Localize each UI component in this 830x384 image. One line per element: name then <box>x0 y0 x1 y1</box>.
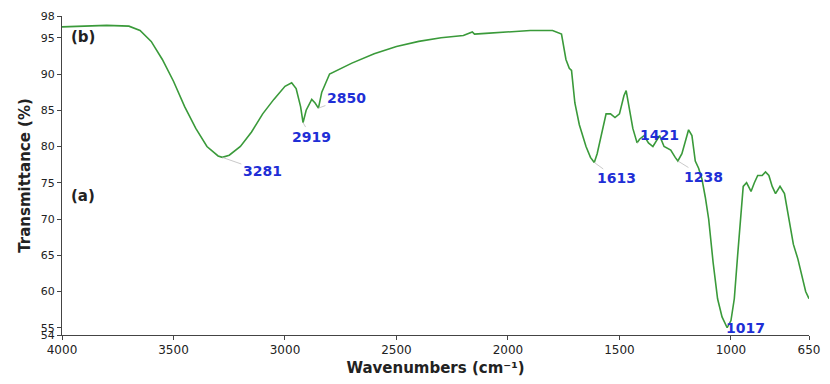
svg-text:55: 55 <box>41 322 55 335</box>
svg-text:2850: 2850 <box>327 90 366 106</box>
svg-text:Transmittance (%): Transmittance (%) <box>16 98 34 253</box>
svg-text:95: 95 <box>41 32 55 45</box>
svg-text:3000: 3000 <box>270 343 301 357</box>
svg-text:75: 75 <box>41 177 55 190</box>
svg-text:1017: 1017 <box>726 320 765 336</box>
svg-text:65: 65 <box>41 249 55 262</box>
svg-text:1500: 1500 <box>604 343 635 357</box>
svg-text:1421: 1421 <box>640 127 679 143</box>
svg-text:98: 98 <box>41 10 55 23</box>
svg-text:Wavenumbers (cm⁻¹): Wavenumbers (cm⁻¹) <box>346 359 524 377</box>
svg-text:4000: 4000 <box>47 343 78 357</box>
svg-text:3500: 3500 <box>158 343 189 357</box>
svg-text:54: 54 <box>41 329 55 342</box>
svg-text:1238: 1238 <box>684 169 723 185</box>
svg-text:(a): (a) <box>71 187 95 205</box>
svg-text:2919: 2919 <box>292 129 331 145</box>
svg-text:2500: 2500 <box>381 343 412 357</box>
svg-text:60: 60 <box>41 285 55 298</box>
svg-text:70: 70 <box>41 213 55 226</box>
svg-text:1613: 1613 <box>597 170 636 186</box>
svg-text:1000: 1000 <box>716 343 747 357</box>
svg-text:80: 80 <box>41 140 55 153</box>
svg-text:650: 650 <box>798 343 821 357</box>
svg-text:2000: 2000 <box>493 343 524 357</box>
svg-text:90: 90 <box>41 68 55 81</box>
svg-text:85: 85 <box>41 104 55 117</box>
svg-text:3281: 3281 <box>243 163 282 179</box>
svg-text:(b): (b) <box>71 28 95 46</box>
